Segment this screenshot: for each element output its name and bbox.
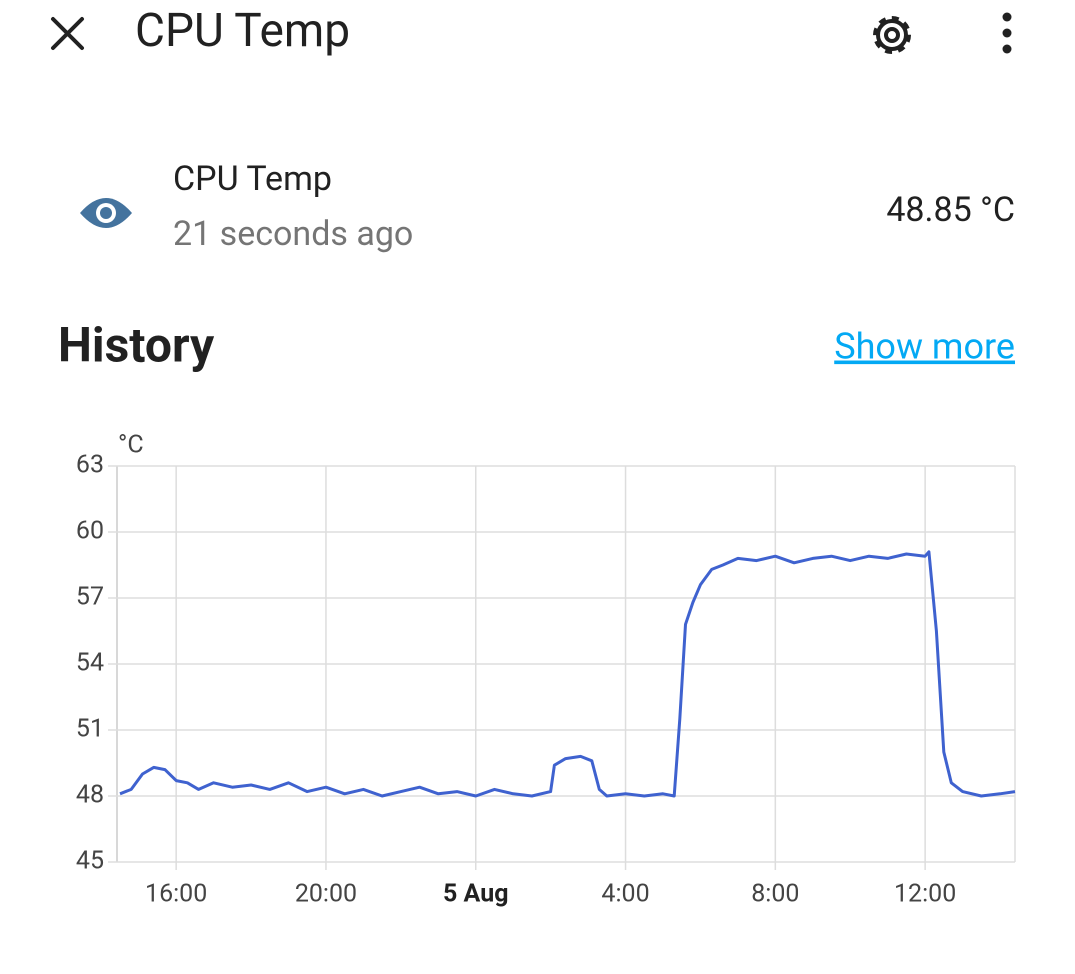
x-tick-label: 5 Aug (443, 880, 509, 909)
data-line (119, 550, 1016, 798)
x-tick-label: 4:00 (601, 880, 649, 909)
show-more-link[interactable]: Show more (834, 326, 1015, 368)
menu-button[interactable] (1002, 12, 1012, 54)
y-tick-label: 51 (76, 715, 104, 744)
y-axis-unit: °C (118, 431, 144, 460)
x-tick-label: 12:00 (894, 880, 956, 909)
y-tick-label: 45 (76, 847, 104, 876)
x-tick-label: 8:00 (751, 880, 799, 909)
settings-button[interactable] (873, 16, 911, 54)
history-title: History (58, 317, 215, 374)
entity-state: 48.85 °C (886, 190, 1015, 230)
x-tick-label: 16:00 (145, 880, 207, 909)
entity-name: CPU Temp (173, 159, 332, 199)
y-tick-label: 54 (76, 649, 104, 678)
x-tick-label: 20:00 (295, 880, 357, 909)
last-changed: 21 seconds ago (173, 214, 413, 254)
y-tick-label: 57 (76, 583, 104, 612)
y-tick-label: 63 (76, 451, 104, 480)
y-tick-label: 60 (76, 517, 104, 546)
close-button[interactable] (51, 17, 84, 50)
dialog-title: CPU Temp (135, 4, 350, 58)
y-tick-label: 48 (76, 781, 104, 810)
entity-icon (80, 198, 132, 228)
